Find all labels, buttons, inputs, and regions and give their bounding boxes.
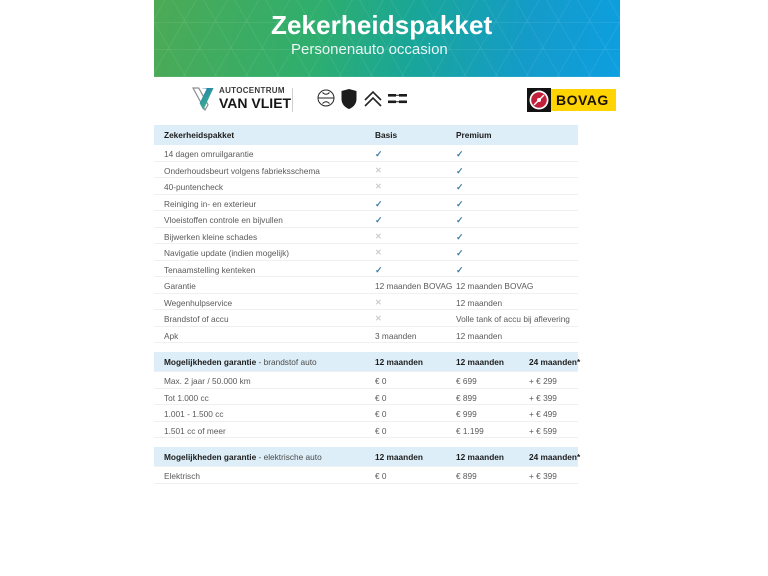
svg-text:BOVAG: BOVAG xyxy=(556,92,609,108)
